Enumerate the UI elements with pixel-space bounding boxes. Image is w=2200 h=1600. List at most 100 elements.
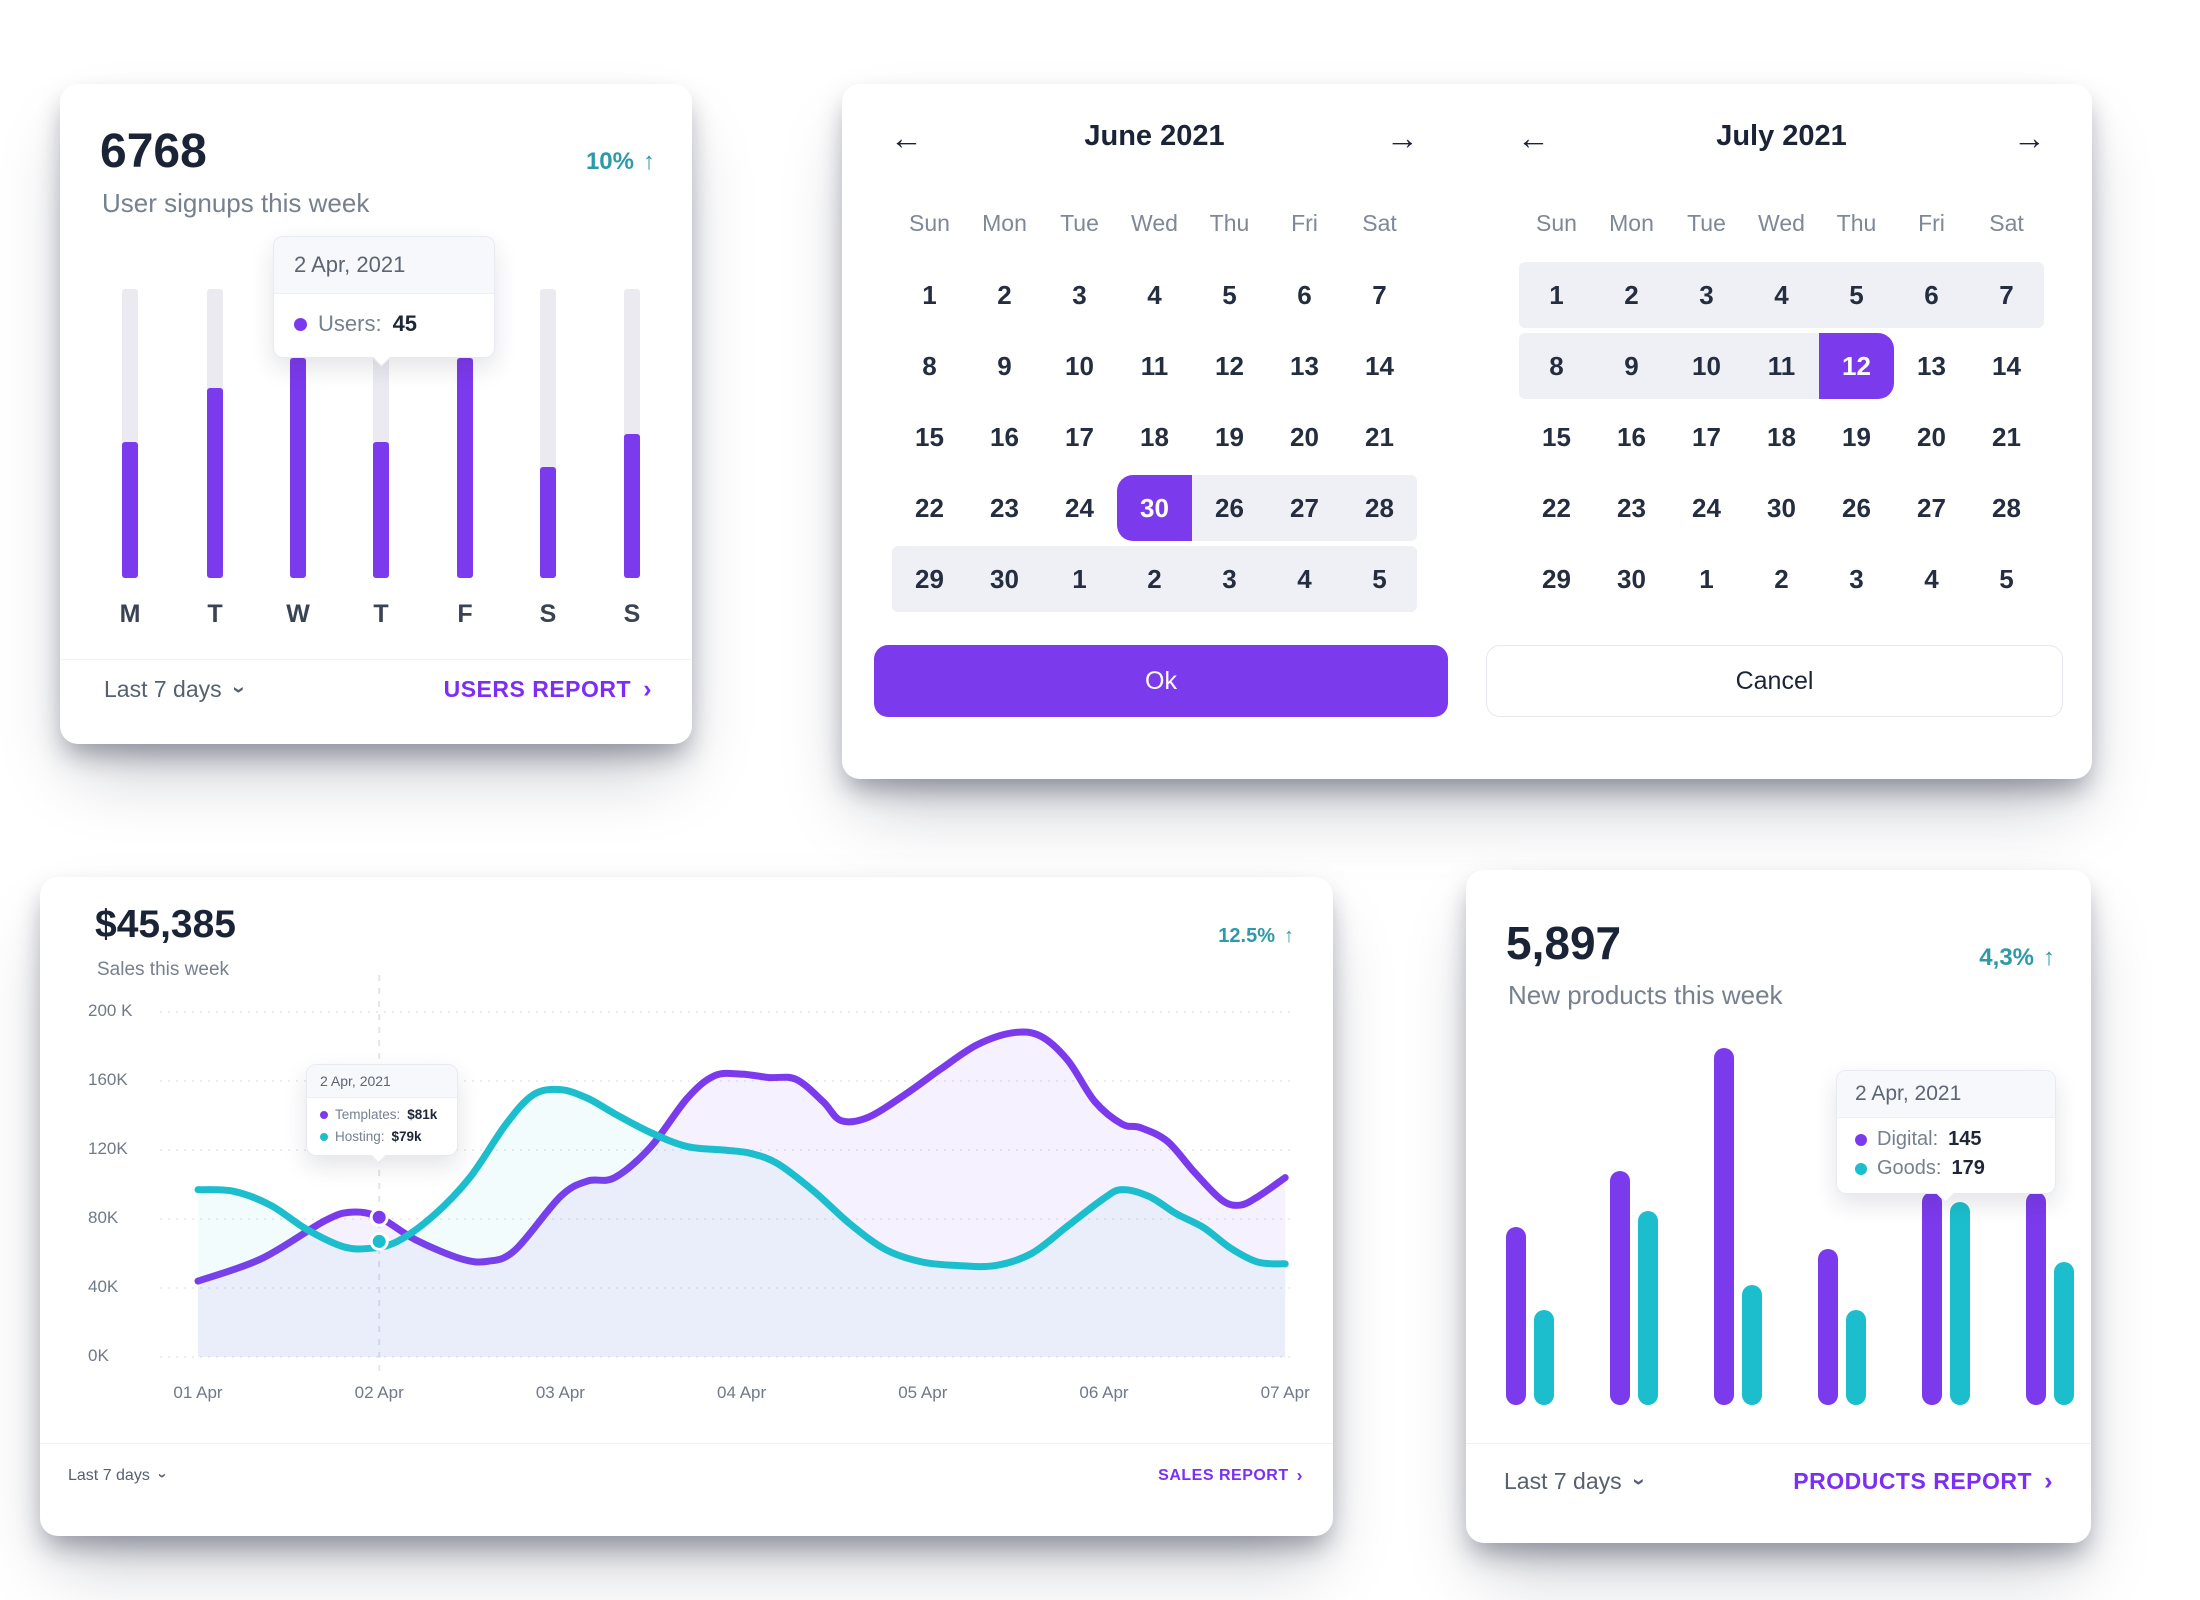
calendar-day[interactable]: 14 (1365, 351, 1394, 381)
products-bar-digital[interactable] (2026, 1192, 2046, 1405)
products-bar-goods[interactable] (1846, 1310, 1866, 1405)
calendar-day[interactable]: 28 (1992, 493, 2021, 523)
calendar-day[interactable]: 18 (1140, 422, 1169, 452)
calendar-day[interactable]: 30 (967, 546, 1042, 612)
calendar-day[interactable]: 19 (1842, 422, 1871, 452)
calendar-day[interactable]: 14 (1992, 351, 2021, 381)
calendar-day[interactable]: 6 (1894, 262, 1969, 328)
calendar-day[interactable]: 2 (1117, 546, 1192, 612)
calendar-day[interactable]: 10 (1669, 333, 1744, 399)
calendar-day[interactable]: 11 (1140, 351, 1169, 381)
products-bar-digital[interactable] (1922, 1192, 1942, 1405)
products-bar-digital[interactable] (1506, 1227, 1526, 1405)
calendar-day[interactable]: 6 (1297, 280, 1312, 310)
calendar-day[interactable]: 11 (1744, 333, 1819, 399)
signup-bar[interactable] (457, 358, 473, 578)
calendar-day[interactable]: 8 (1519, 333, 1594, 399)
calendar-day[interactable]: 5 (1999, 564, 2014, 594)
signup-bar[interactable] (373, 442, 389, 578)
calendar-day[interactable]: 4 (1147, 280, 1162, 310)
products-bar-digital[interactable] (1714, 1048, 1734, 1405)
calendar-day[interactable]: 30 (1617, 564, 1646, 594)
calendar-day[interactable]: 27 (1267, 475, 1342, 541)
calendar-day[interactable]: 5 (1819, 262, 1894, 328)
products-bar-goods[interactable] (2054, 1262, 2074, 1405)
calendar-day[interactable]: 8 (922, 351, 937, 381)
signup-bar[interactable] (290, 358, 306, 578)
calendar-day[interactable]: 3 (1849, 564, 1864, 594)
calendar-day[interactable]: 5 (1342, 546, 1417, 612)
calendar-day[interactable]: 12 (1819, 333, 1894, 399)
calendar-day[interactable]: 1 (1699, 564, 1714, 594)
calendar-day[interactable]: 20 (1917, 422, 1946, 452)
calendar-day[interactable]: 16 (1617, 422, 1646, 452)
calendar-day[interactable]: 29 (1542, 564, 1571, 594)
calendar-day[interactable]: 26 (1842, 493, 1871, 523)
products-report-link[interactable]: PRODUCTS REPORT › (1793, 1468, 2053, 1495)
calendar-day[interactable]: 2 (997, 280, 1012, 310)
calendar-day[interactable]: 1 (1519, 262, 1594, 328)
calendar-day[interactable]: 17 (1065, 422, 1094, 452)
calendar-day[interactable]: 7 (1969, 262, 2044, 328)
calendar-day[interactable]: 27 (1917, 493, 1946, 523)
products-bar-goods[interactable] (1534, 1310, 1554, 1405)
calendar-day[interactable]: 1 (1042, 546, 1117, 612)
calendar-day[interactable]: 23 (990, 493, 1019, 523)
calendar-day[interactable]: 10 (1065, 351, 1094, 381)
range-dropdown[interactable]: Last 7 days › (68, 1467, 171, 1485)
calendar-day[interactable]: 28 (1342, 475, 1417, 541)
calendar-day[interactable]: 22 (915, 493, 944, 523)
cancel-button[interactable]: Cancel (1486, 645, 2063, 717)
prev-month-icon[interactable]: ← (890, 119, 923, 156)
products-bar-goods[interactable] (1950, 1202, 1970, 1405)
signup-bar[interactable] (122, 442, 138, 578)
ok-button[interactable]: Ok (874, 645, 1448, 717)
calendar-day[interactable]: 15 (1542, 422, 1571, 452)
calendar-day[interactable]: 20 (1290, 422, 1319, 452)
signup-bar[interactable] (207, 388, 223, 578)
calendar-day[interactable]: 2 (1594, 262, 1669, 328)
calendar-day[interactable]: 12 (1215, 351, 1244, 381)
calendar-day[interactable]: 9 (1594, 333, 1669, 399)
prev-month-icon[interactable]: ← (1517, 119, 1550, 156)
signup-bar[interactable] (540, 466, 556, 578)
calendar-day[interactable]: 17 (1692, 422, 1721, 452)
sales-report-link[interactable]: SALES REPORT › (1158, 1467, 1303, 1485)
calendar-day[interactable]: 22 (1542, 493, 1571, 523)
calendar-day[interactable]: 18 (1767, 422, 1796, 452)
products-bar-digital[interactable] (1610, 1171, 1630, 1405)
calendar-day[interactable]: 21 (1365, 422, 1394, 452)
range-dropdown[interactable]: Last 7 days › (1504, 1468, 1652, 1495)
calendar-day[interactable]: 3 (1192, 546, 1267, 612)
products-bar-digital[interactable] (1818, 1249, 1838, 1405)
range-dropdown[interactable]: Last 7 days › (104, 676, 252, 703)
users-report-link[interactable]: USERS REPORT › (444, 676, 652, 703)
calendar-day[interactable]: 30 (1767, 493, 1796, 523)
products-bar-goods[interactable] (1638, 1211, 1658, 1405)
calendar-day[interactable]: 26 (1192, 475, 1267, 541)
calendar-day[interactable]: 9 (997, 351, 1012, 381)
calendar-day[interactable]: 15 (915, 422, 944, 452)
calendar-day[interactable]: 29 (892, 546, 967, 612)
calendar-day[interactable]: 30 (1117, 475, 1192, 541)
calendar-day[interactable]: 21 (1992, 422, 2021, 452)
signup-bar[interactable] (624, 433, 640, 578)
calendar-day[interactable]: 16 (990, 422, 1019, 452)
calendar-day[interactable]: 2 (1774, 564, 1789, 594)
calendar-day[interactable]: 23 (1617, 493, 1646, 523)
calendar-day[interactable]: 24 (1065, 493, 1094, 523)
products-bar-goods[interactable] (1742, 1285, 1762, 1405)
calendar-day[interactable]: 3 (1669, 262, 1744, 328)
calendar-day[interactable]: 3 (1072, 280, 1087, 310)
calendar-day[interactable]: 13 (1917, 351, 1946, 381)
calendar-day[interactable]: 4 (1924, 564, 1939, 594)
calendar-day[interactable]: 7 (1372, 280, 1387, 310)
calendar-day[interactable]: 19 (1215, 422, 1244, 452)
calendar-day[interactable]: 1 (922, 280, 937, 310)
calendar-day[interactable]: 4 (1267, 546, 1342, 612)
calendar-day[interactable]: 4 (1744, 262, 1819, 328)
calendar-day[interactable]: 5 (1222, 280, 1237, 310)
calendar-day[interactable]: 13 (1290, 351, 1319, 381)
calendar-day[interactable]: 24 (1692, 493, 1721, 523)
next-month-icon[interactable]: → (1386, 119, 1419, 156)
